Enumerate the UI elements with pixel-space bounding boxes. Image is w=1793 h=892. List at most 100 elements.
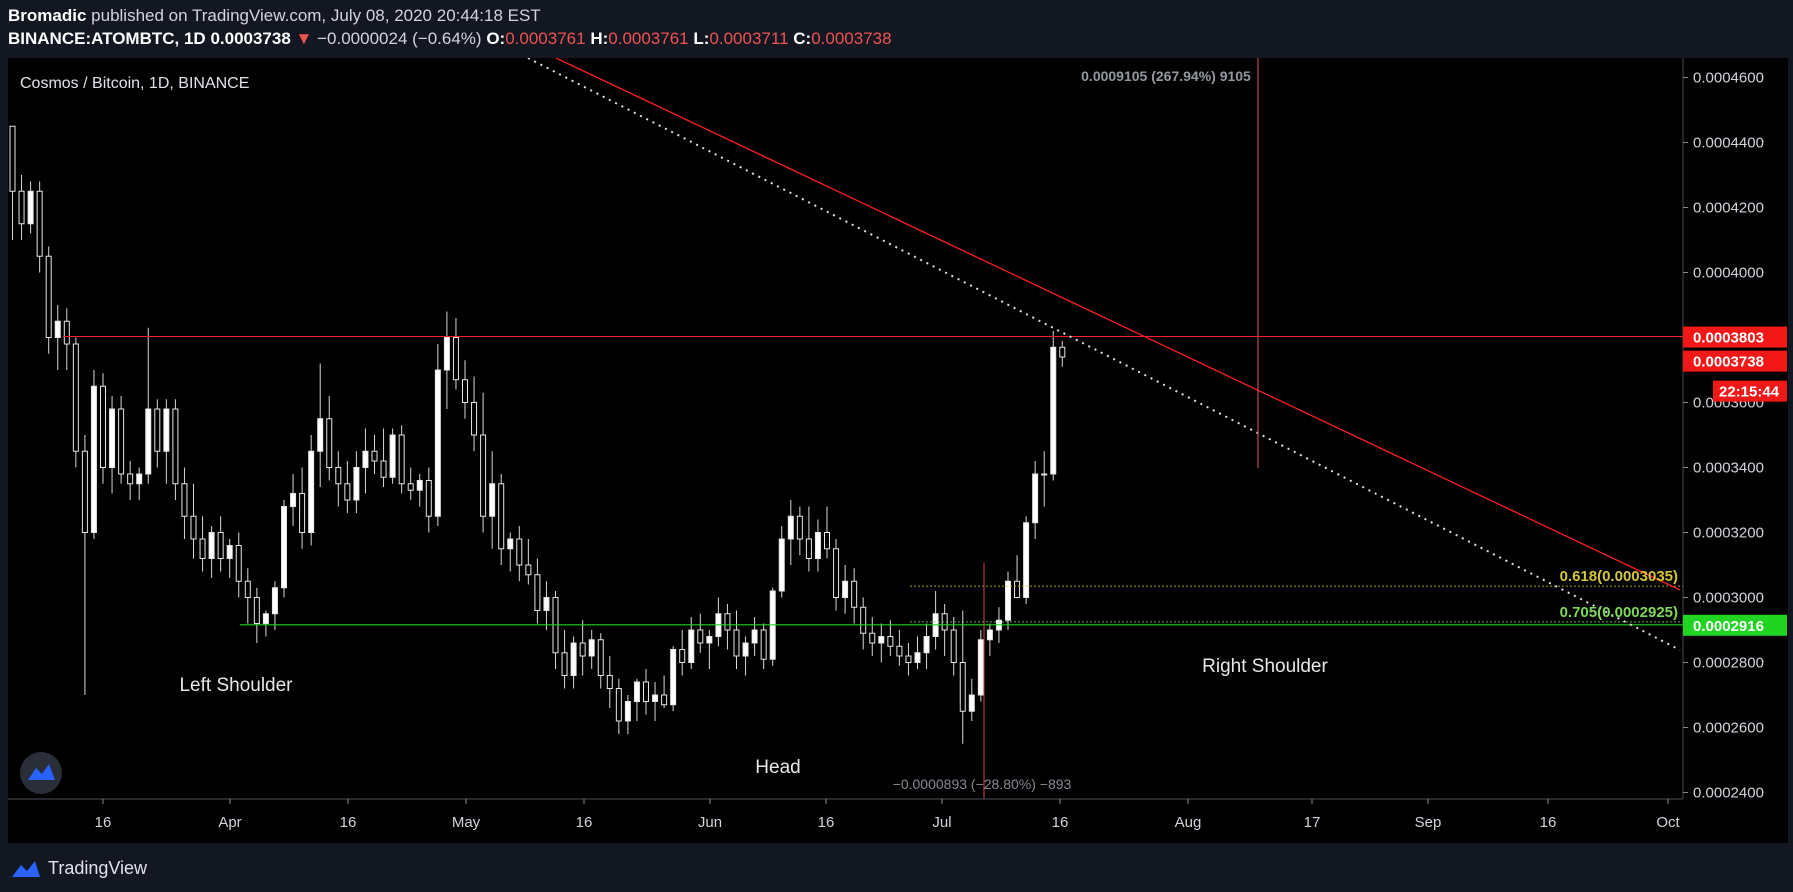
price-tick-label: 0.0003000	[1693, 590, 1764, 607]
candle	[290, 474, 297, 526]
price-marker-bg	[1713, 380, 1787, 402]
candle-body	[905, 655, 912, 663]
candle	[72, 337, 79, 468]
left-shoulder-label[interactable]: Left Shoulder	[179, 675, 293, 696]
candle-body	[742, 642, 749, 657]
time-tick-label: Jun	[698, 814, 722, 831]
fib-618-label[interactable]: 0.618(0.0003035)	[1560, 568, 1678, 585]
candle	[9, 125, 16, 240]
price-marker[interactable]: 22:15:44	[1713, 380, 1787, 402]
candle	[118, 396, 125, 484]
candle	[389, 428, 396, 484]
candle	[308, 435, 315, 546]
candle-body	[896, 645, 903, 657]
candle	[805, 506, 812, 572]
price-tick-label: 0.0004400	[1693, 135, 1764, 152]
time-axis[interactable]	[8, 799, 1788, 843]
tradingview-brand[interactable]: TradingView	[10, 858, 147, 879]
candle-body	[869, 632, 876, 644]
candle-body	[1005, 580, 1011, 621]
right-shoulder-label[interactable]: Right Shoulder	[1202, 656, 1328, 677]
candle-body	[389, 434, 396, 478]
candle	[724, 604, 731, 650]
time-tick-label: Oct	[1656, 814, 1680, 831]
candle-body	[9, 125, 16, 192]
candle	[633, 678, 640, 721]
candle	[471, 376, 478, 452]
candle-body	[63, 320, 70, 345]
candle-body	[226, 545, 233, 559]
candle-body	[407, 483, 414, 491]
candle	[489, 451, 496, 549]
candle	[145, 327, 152, 484]
low-value: 0.0003711	[709, 29, 789, 48]
candle-body	[706, 636, 713, 644]
candle	[697, 613, 704, 653]
candle-body	[543, 597, 550, 611]
price-axis[interactable]	[1683, 58, 1788, 843]
candle	[869, 617, 876, 656]
candle	[109, 396, 116, 494]
candle-body	[606, 675, 613, 689]
candle	[443, 311, 450, 409]
brand-name: TradingView	[48, 858, 148, 878]
candle	[127, 461, 134, 500]
candle-body	[271, 587, 278, 615]
fib-705-label[interactable]: 0.705(0.0002925)	[1560, 604, 1678, 621]
candle	[814, 519, 821, 572]
candle-body	[787, 515, 794, 540]
candle	[18, 175, 25, 240]
candle	[787, 500, 794, 565]
candle-body	[425, 480, 432, 517]
candle-body	[1023, 522, 1030, 598]
candle	[679, 630, 686, 676]
candle	[977, 630, 984, 702]
chart-title: Cosmos / Bitcoin, 1D, BINANCE	[20, 75, 249, 92]
candle	[208, 526, 215, 578]
price-marker[interactable]: 0.0003738	[1683, 350, 1787, 372]
candle-body	[344, 483, 351, 501]
price-chart[interactable]: 0.0004600 0.0004400 0.0004200 0.0004000 0.00…	[8, 58, 1788, 843]
descending-trendline[interactable]	[555, 58, 1681, 591]
tradingview-logo-badge[interactable]	[20, 752, 62, 794]
head-label[interactable]: Head	[755, 757, 800, 778]
candle-body	[878, 636, 885, 644]
candle-body	[842, 580, 849, 598]
close-value: 0.0003738	[811, 29, 892, 48]
price-marker[interactable]: 0.0002916	[1683, 614, 1787, 636]
candle-body	[480, 434, 487, 517]
candle-body	[633, 681, 640, 702]
candle-body	[371, 450, 378, 462]
symbol-label[interactable]: BINANCE:ATOMBTC, 1D	[8, 29, 206, 48]
candle-body	[190, 515, 197, 540]
candle-body	[262, 613, 269, 624]
candle	[425, 467, 432, 533]
candle-body	[163, 408, 170, 452]
candle-body	[127, 473, 134, 485]
candle	[452, 318, 459, 390]
price-marker-label: 22:15:44	[1719, 384, 1780, 401]
candle	[253, 587, 260, 643]
candle	[769, 587, 776, 666]
candle	[271, 581, 278, 630]
price-marker[interactable]: 0.0003803	[1683, 326, 1787, 348]
candles-layer	[9, 125, 1066, 744]
candle	[54, 305, 61, 370]
candle	[896, 630, 903, 666]
candle-body	[434, 369, 441, 517]
candle-body	[72, 343, 79, 452]
candle-body	[244, 580, 251, 598]
candle-body	[54, 320, 61, 338]
candle	[842, 565, 849, 614]
candle-body	[733, 629, 740, 657]
footer-bar: TradingView	[0, 845, 1793, 892]
candle-body	[471, 402, 478, 436]
candle	[326, 396, 333, 481]
time-tick-label: 16	[1052, 814, 1069, 831]
candle-body	[100, 385, 106, 468]
author-name[interactable]: Bromadic	[8, 6, 87, 25]
dotted-trendline[interactable]	[527, 58, 1681, 651]
candle	[688, 617, 695, 669]
candle	[525, 539, 532, 585]
candle	[1050, 331, 1057, 481]
